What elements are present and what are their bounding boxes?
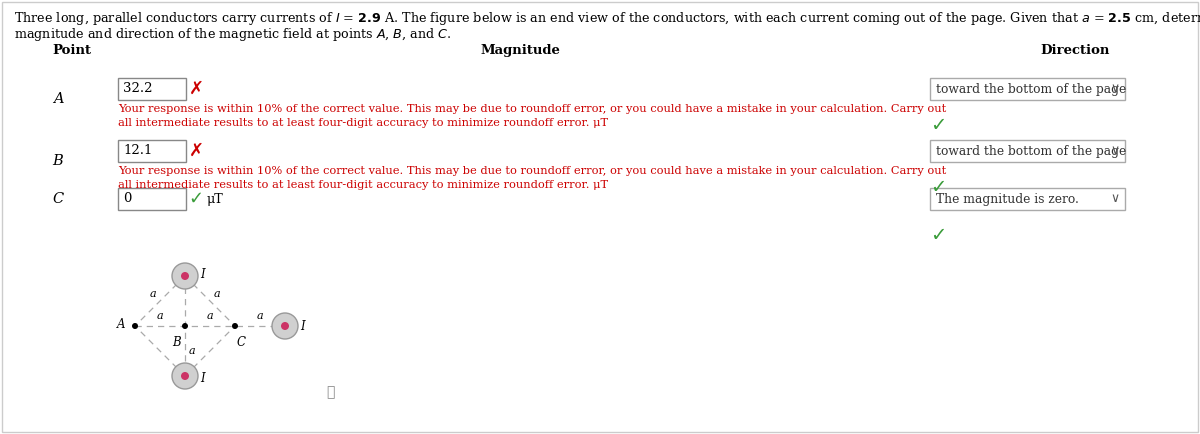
Text: a: a [214,289,221,299]
Text: B: B [173,336,181,349]
Text: Your response is within 10% of the correct value. This may be due to roundoff er: Your response is within 10% of the corre… [118,166,947,176]
Circle shape [272,313,298,339]
Text: I: I [300,319,305,332]
Text: a: a [157,311,163,321]
Text: ∨: ∨ [1110,193,1120,206]
Circle shape [172,363,198,389]
Text: toward the bottom of the page: toward the bottom of the page [936,145,1127,158]
Text: ✓: ✓ [930,226,947,245]
Text: a: a [149,289,156,299]
Text: The magnitude is zero.: The magnitude is zero. [936,193,1079,206]
Circle shape [232,323,238,329]
Text: Direction: Direction [1040,44,1110,57]
FancyBboxPatch shape [118,140,186,162]
Text: magnitude and direction of the magnetic field at points $A$, $B$, and $C$.: magnitude and direction of the magnetic … [14,26,451,43]
Text: ✓: ✓ [930,178,947,197]
Text: 32.2: 32.2 [124,82,152,95]
Circle shape [132,323,138,329]
Text: B: B [53,154,64,168]
Text: ✓: ✓ [930,116,947,135]
FancyBboxPatch shape [118,188,186,210]
Text: I: I [200,372,205,385]
Text: Point: Point [53,44,91,57]
Circle shape [281,322,289,330]
Text: A: A [116,318,125,331]
Text: toward the bottom of the page: toward the bottom of the page [936,82,1127,95]
Circle shape [181,272,190,280]
Circle shape [182,323,188,329]
Text: C: C [53,192,64,206]
Text: Three long, parallel conductors carry currents of $I$ = $\mathbf{2.9}$ A. The fi: Three long, parallel conductors carry cu… [14,10,1200,27]
Circle shape [172,263,198,289]
Text: a: a [190,346,196,356]
Text: ⓘ: ⓘ [326,385,334,399]
Text: a: a [257,311,263,321]
Text: A: A [53,92,64,106]
Text: ✓: ✓ [188,190,204,208]
Text: 12.1: 12.1 [124,145,152,158]
FancyBboxPatch shape [930,188,1126,210]
Text: μT: μT [208,193,223,206]
Text: ✗: ✗ [188,142,204,160]
Text: ✗: ✗ [188,80,204,98]
Text: 0: 0 [124,193,131,206]
Text: ∨: ∨ [1110,82,1120,95]
Text: a: a [206,311,214,321]
Text: all intermediate results to at least four-digit accuracy to minimize roundoff er: all intermediate results to at least fou… [118,180,608,190]
FancyBboxPatch shape [930,78,1126,100]
Text: Magnitude: Magnitude [480,44,560,57]
FancyBboxPatch shape [118,78,186,100]
Text: all intermediate results to at least four-digit accuracy to minimize roundoff er: all intermediate results to at least fou… [118,118,608,128]
Text: C: C [238,336,246,349]
Text: I: I [200,267,205,280]
FancyBboxPatch shape [930,140,1126,162]
Circle shape [181,372,190,380]
Text: ∨: ∨ [1110,145,1120,158]
Text: Your response is within 10% of the correct value. This may be due to roundoff er: Your response is within 10% of the corre… [118,104,947,114]
